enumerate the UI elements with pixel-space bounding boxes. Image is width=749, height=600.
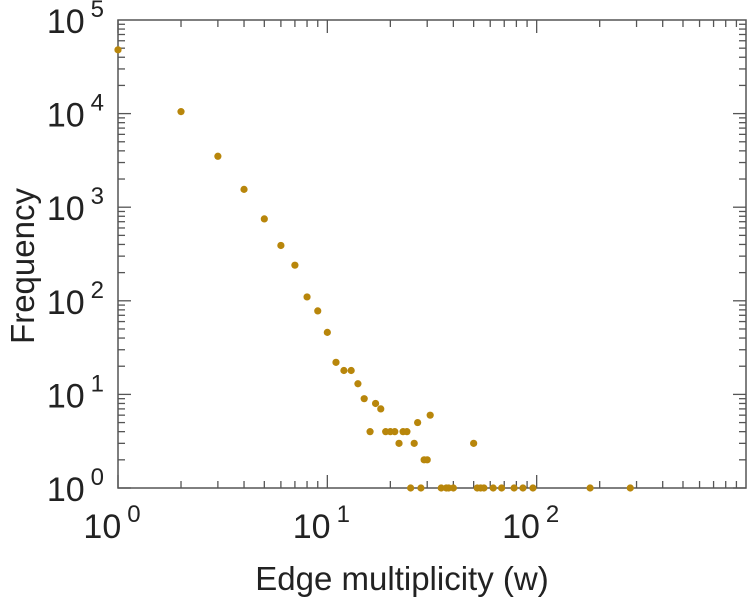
x-tick-label: 10 0 [83,501,140,546]
data-point [347,366,355,375]
data-point [214,152,222,160]
data-point [489,484,497,492]
data-point [366,428,374,436]
y-tick-label: 10 5 [47,0,104,41]
data-point [240,185,248,193]
y-tick-label: 10 1 [47,370,104,415]
data-point [177,108,185,116]
data-point [414,418,422,427]
data-point [260,215,268,223]
y-axis-label: Frequency [4,188,41,344]
data-point [407,484,415,492]
data-point [340,366,348,375]
data-point [510,484,518,492]
data-point [519,484,527,492]
data-point [449,484,457,492]
data-point [498,484,506,492]
x-axis-label: Edge multiplicity (w) [255,560,548,597]
data-point [303,293,311,301]
data-point [403,428,411,436]
x-tick-label: 10 2 [502,501,559,546]
data-point [360,395,368,403]
y-tick-label: 10 3 [47,183,104,228]
data-point [323,328,331,336]
data-point [391,428,399,436]
data-point [291,261,299,269]
data-point [423,456,431,464]
data-point [354,380,362,388]
data-point [277,241,285,250]
data-point [410,439,418,447]
data-point [586,484,594,492]
data-point [426,411,434,419]
data-point [626,484,634,492]
data-point [314,307,322,315]
data-point [470,439,478,447]
data-point [332,358,340,366]
minor-ticks [118,20,746,488]
y-tick-label: 10 2 [47,277,104,322]
data-point [371,399,380,408]
x-tick-label: 10 1 [293,501,350,546]
data-point [529,484,537,492]
y-tick-label: 10 0 [47,464,104,509]
data-point [395,439,403,447]
data-point [377,405,385,413]
plot-frame [117,19,747,489]
data-point [437,484,445,492]
data-point [417,484,425,492]
data-point [480,484,488,492]
data-point [114,46,122,54]
data-points [114,46,634,492]
y-tick-label: 10 4 [47,90,104,135]
x-tick-labels: 10 0 10 1 10 2 [83,501,559,546]
